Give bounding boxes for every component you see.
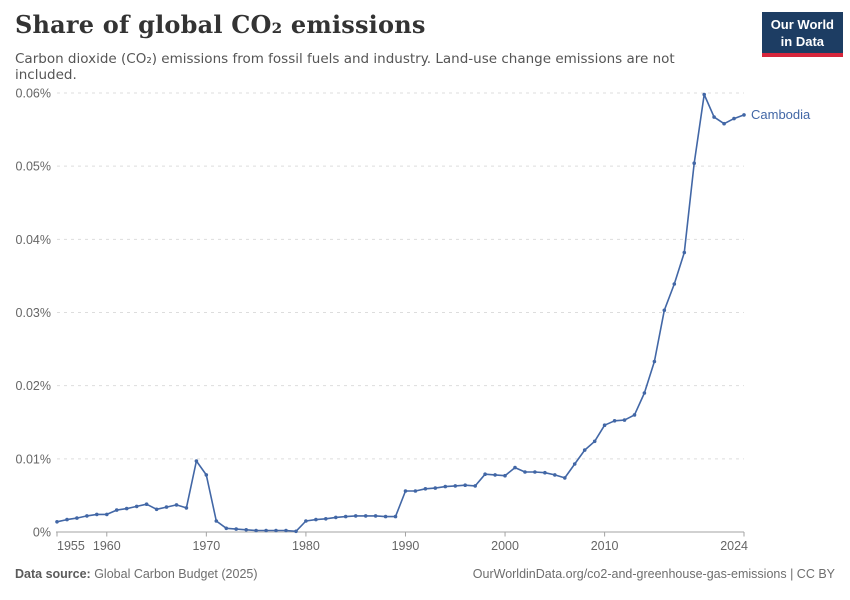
data-point-marker: [423, 487, 428, 491]
x-axis-tick-label: 2024: [720, 539, 748, 553]
data-point-marker: [473, 484, 478, 488]
x-axis-tick-label: 1970: [192, 539, 220, 553]
data-point-marker: [65, 517, 69, 522]
data-point-marker: [503, 473, 507, 478]
data-point-marker: [563, 476, 567, 480]
data-point-marker: [443, 484, 448, 489]
data-point-marker: [453, 484, 458, 488]
data-point-marker: [75, 516, 79, 520]
data-point-marker: [403, 489, 408, 493]
data-point-marker: [274, 528, 278, 533]
data-point-marker: [55, 520, 59, 524]
data-point-marker: [722, 121, 726, 126]
data-point-marker: [264, 528, 268, 533]
data-point-marker: [294, 529, 298, 534]
data-point-marker: [85, 514, 89, 518]
y-axis-tick-label: 0.06%: [16, 87, 51, 101]
data-source-label: Data source:: [15, 567, 91, 581]
x-axis-tick-label: 2000: [491, 539, 519, 553]
y-axis-tick-label: 0.02%: [16, 379, 51, 393]
data-point-marker: [433, 486, 438, 490]
data-point-marker: [642, 391, 647, 395]
data-point-marker: [692, 161, 696, 165]
data-point-marker: [164, 505, 169, 509]
data-point-marker: [324, 517, 328, 521]
data-point-marker: [254, 528, 258, 533]
data-point-marker: [334, 515, 338, 520]
data-point-marker: [483, 472, 487, 477]
data-point-marker: [702, 92, 706, 97]
y-axis-tick-label: 0.05%: [16, 160, 51, 174]
data-point-marker: [513, 465, 517, 470]
chart-footer: Data source: Global Carbon Budget (2025)…: [15, 567, 835, 581]
owid-logo[interactable]: Our World in Data: [761, 12, 843, 58]
data-point-marker: [742, 113, 746, 117]
data-point-marker: [383, 514, 388, 519]
data-point-marker: [712, 115, 716, 119]
data-point-marker: [523, 470, 527, 474]
data-point-marker: [284, 528, 288, 533]
data-point-marker: [174, 503, 179, 507]
series-line-cambodia: [56, 93, 745, 533]
series-label-cambodia[interactable]: Cambodia: [751, 107, 811, 122]
y-axis-tick-label: 0.04%: [16, 233, 51, 247]
data-point-marker: [732, 116, 736, 121]
data-point-marker: [214, 519, 219, 523]
data-point-marker: [652, 359, 657, 364]
data-source: Data source: Global Carbon Budget (2025): [15, 567, 258, 581]
data-point-marker: [314, 517, 318, 522]
data-point-marker: [543, 470, 547, 475]
data-point-marker: [672, 282, 677, 286]
data-point-marker: [194, 459, 199, 463]
data-point-marker: [632, 413, 637, 417]
x-axis-tick-label: 1990: [392, 539, 420, 553]
data-point-marker: [662, 308, 667, 313]
data-point-marker: [244, 528, 248, 532]
data-point-marker: [114, 508, 119, 512]
logo-line-1: Our World: [770, 17, 834, 32]
page-title: Share of global CO₂ emissions: [15, 10, 426, 39]
data-point-marker: [353, 514, 358, 518]
data-point-marker: [95, 512, 99, 517]
chart-subtitle: Carbon dioxide (CO₂) emissions from foss…: [15, 51, 675, 83]
data-point-marker: [134, 504, 139, 509]
data-point-marker: [393, 514, 398, 519]
data-point-marker: [363, 514, 368, 518]
data-point-marker: [602, 423, 607, 428]
footer-citation-link[interactable]: OurWorldinData.org/co2-and-greenhouse-ga…: [472, 567, 835, 581]
data-point-marker: [493, 473, 497, 477]
data-point-marker: [144, 502, 149, 507]
data-point-marker: [413, 489, 418, 493]
data-point-marker: [373, 514, 378, 518]
data-point-marker: [124, 506, 129, 511]
data-point-marker: [234, 527, 238, 531]
data-point-marker: [622, 418, 627, 422]
data-point-marker: [154, 507, 159, 512]
data-point-marker: [553, 473, 557, 477]
data-point-marker: [612, 419, 617, 423]
x-axis-tick-label: 1955: [57, 539, 85, 553]
data-point-marker: [204, 473, 209, 477]
data-point-marker: [533, 470, 537, 474]
data-point-marker: [463, 483, 468, 488]
x-axis-tick-label: 1980: [292, 539, 320, 553]
y-axis-tick-label: 0%: [33, 526, 51, 540]
x-axis-tick-label: 2010: [591, 539, 619, 553]
data-point-marker: [343, 514, 348, 519]
x-axis-tick-label: 1960: [93, 539, 121, 553]
y-axis-tick-label: 0.03%: [16, 306, 51, 320]
data-point-marker: [682, 250, 687, 255]
data-point-marker: [105, 512, 109, 517]
data-point-marker: [224, 526, 229, 531]
data-source-value: Global Carbon Budget (2025): [90, 567, 258, 581]
data-point-marker: [184, 506, 189, 510]
data-point-marker: [582, 448, 587, 452]
y-axis-tick-label: 0.01%: [16, 452, 51, 466]
data-point-marker: [572, 462, 577, 466]
data-point-marker: [592, 439, 597, 444]
data-point-marker: [304, 519, 308, 523]
logo-line-2: in Data: [780, 33, 825, 49]
